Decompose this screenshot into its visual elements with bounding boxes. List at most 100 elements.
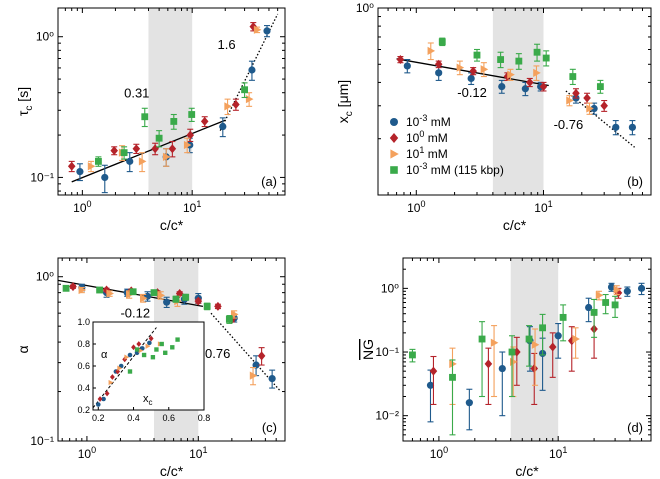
data-point-s2: [186, 130, 195, 140]
slope-annotation: -0.76: [554, 117, 584, 132]
data-point-s4: [172, 295, 180, 303]
data-point-s4: [62, 284, 70, 292]
data-point-s3: [162, 152, 171, 162]
inset-point-s3: [117, 365, 123, 371]
data-point-s1: [590, 104, 598, 113]
data-point-s1: [612, 123, 620, 131]
data-point-s3: [183, 140, 192, 150]
data-point-s4: [129, 288, 137, 296]
data-point-s4: [438, 38, 446, 46]
inset-point-s4: [150, 355, 156, 360]
panel-c: 100 101 10⁻¹ 10⁰ c/c* α -0.12 -0.76 (c) 0.2 0.4 0.6…: [15, 257, 286, 479]
data-point-s2: [539, 82, 548, 92]
inset-y-tick-label: 0.6: [77, 361, 90, 371]
data-point-s4: [120, 149, 128, 157]
legend-label-s2: 100 mM: [406, 129, 448, 145]
panel-b: 100 101 10⁰ c/c* xc [μm] -0.12 -0.76 (b) 10-3 mM…: [335, 1, 652, 233]
data-point-s2: [600, 101, 608, 111]
data-point-s2: [572, 88, 580, 98]
data-point-s3: [87, 162, 96, 171]
x-tick-label: 101: [549, 445, 567, 461]
data-point-s1: [637, 284, 646, 292]
data-point-s1: [498, 82, 506, 91]
legend-label-s1: 10-3 mM: [406, 113, 451, 129]
slope-annotation: -0.12: [120, 305, 150, 320]
data-point-s4: [539, 324, 547, 332]
data-point-s3: [456, 63, 465, 72]
data-point-s1: [435, 69, 443, 77]
x-tick-label: 101: [534, 199, 552, 215]
data-point-s3: [531, 340, 540, 349]
data-point-s3: [106, 289, 114, 298]
inset-point-s3: [124, 354, 130, 360]
data-point-s2: [132, 144, 141, 154]
axes-frame: [402, 257, 652, 442]
panel-label: (a): [261, 174, 277, 189]
data-point-s1: [252, 361, 260, 369]
data-point-s4: [409, 351, 416, 359]
data-point-s2: [69, 282, 77, 292]
shaded-crossover-region: [492, 8, 544, 195]
axes-frame: [57, 7, 286, 196]
data-point-s3: [157, 291, 166, 300]
x-axis-label: c/c*: [503, 217, 527, 233]
data-point-s4: [94, 157, 102, 165]
data-point-s4: [590, 308, 598, 316]
x-tick-label: 100: [430, 445, 448, 461]
inset-point-s2: [109, 374, 115, 380]
data-point-s4: [96, 286, 104, 294]
plot-area: [396, 37, 637, 148]
data-point-s1: [268, 374, 276, 383]
data-point-s2: [200, 116, 209, 126]
data-point-s1: [163, 298, 171, 306]
x-tick-label: 101: [183, 199, 201, 215]
inset-background: [93, 322, 204, 410]
data-point-s4: [542, 54, 550, 62]
data-point-s4: [188, 111, 196, 118]
inset-point-s2: [136, 341, 142, 347]
inset-y-tick-label: 0.4: [77, 383, 90, 393]
data-point-s3: [566, 96, 574, 105]
y-tick-label: 10⁰: [356, 1, 374, 15]
data-point-s4: [225, 315, 233, 323]
data-point-s2: [214, 301, 222, 311]
legend-marker-s1: [390, 118, 398, 126]
inset-point-s1: [101, 396, 106, 402]
data-point-s4: [478, 335, 486, 343]
x-tick-label: 100: [78, 445, 96, 461]
data-point-s3: [595, 291, 604, 300]
inset-point-s4: [175, 337, 180, 342]
legend-marker-s3: [390, 149, 399, 159]
y-tick-label: 10⁰: [36, 270, 54, 284]
x-axis-label: c/c*: [160, 217, 184, 233]
data-point-s3: [245, 95, 254, 104]
data-point-s4: [449, 373, 456, 381]
data-point-s3: [230, 310, 239, 319]
data-point-s1: [465, 399, 473, 407]
inset-y-tick-label: 0.2: [77, 405, 90, 415]
data-point-s1: [607, 283, 616, 291]
inset-point-s4: [170, 345, 175, 350]
y-tick-label: 10⁻¹: [375, 345, 399, 359]
inset-y-tick-label: 1.0: [77, 317, 90, 327]
inset-point-s1: [95, 402, 101, 407]
panel-a: 100 101 10⁻¹ 10⁰ c/c* τc [s] 0.31 1.6 (a): [15, 7, 286, 233]
data-point-s4: [150, 289, 158, 297]
data-point-s1: [219, 122, 227, 131]
inset-x-tick-label: 0.4: [127, 413, 140, 423]
data-point-s2: [257, 351, 266, 361]
y-axis-label: α: [15, 345, 31, 353]
data-point-s2: [525, 77, 534, 87]
inset-point-s2: [115, 368, 121, 375]
data-point-s1: [403, 62, 411, 70]
data-point-s3: [139, 294, 148, 303]
inset-x-tick-label: 0.8: [198, 413, 211, 423]
data-point-s2: [429, 366, 438, 376]
inset-x-tick-label: 0.2: [92, 413, 105, 423]
plot-area: [58, 279, 282, 392]
legend-marker-s2: [389, 133, 399, 143]
data-point-s3: [253, 25, 262, 34]
panel-label: (b): [627, 174, 643, 189]
inset-point-s3: [108, 379, 114, 386]
